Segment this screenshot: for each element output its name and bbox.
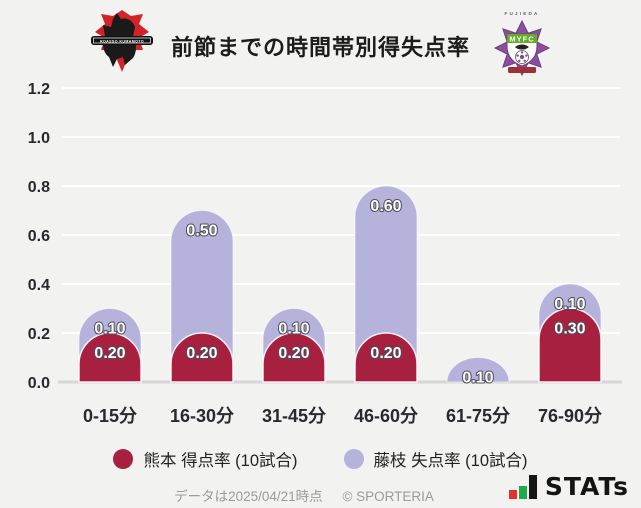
bird-icon bbox=[515, 44, 529, 50]
x-tick-label-3: 46-60分 bbox=[354, 406, 418, 426]
data-footnote: データは2025/04/21時点 © SPORTERIA bbox=[0, 485, 608, 505]
bar-kumamoto-goals-for-5 bbox=[538, 307, 602, 383]
bar-fujieda-goals-against-4 bbox=[446, 357, 510, 383]
legend-item-fujieda: 藤枝 失点率 (10試合) bbox=[343, 447, 528, 471]
bar-value-fujieda-goals-against-2: 0.10 bbox=[278, 321, 309, 338]
legend-label-fujieda: 藤枝 失点率 (10試合) bbox=[373, 452, 528, 470]
time-band-goal-rate-chart: 0.0 0.2 0.4 0.6 0.8 1.0 1.2 0.10 0.20 0-15分 0.50 0.… bbox=[28, 81, 622, 426]
bar-value-kumamoto-goals-for-2: 0.20 bbox=[278, 345, 309, 362]
x-tick-label-5: 76-90分 bbox=[538, 406, 602, 426]
ball-patch bbox=[523, 59, 526, 62]
bar-kumamoto-goals-for-0 bbox=[78, 332, 142, 383]
bar-value-kumamoto-goals-for-1: 0.20 bbox=[186, 345, 217, 362]
bar-kumamoto-goals-for-1 bbox=[170, 332, 234, 383]
y-tick-label-0.2: 0.2 bbox=[28, 326, 50, 343]
bar-fujieda-goals-against-3 bbox=[354, 185, 418, 383]
legend-item-kumamoto: 熊本 得点率 (10試合) bbox=[113, 447, 298, 471]
bar-value-fujieda-goals-against-0: 0.10 bbox=[94, 321, 125, 338]
stats-bars-icon bbox=[508, 475, 537, 499]
y-tick-label-0.0: 0.0 bbox=[28, 375, 50, 392]
bar-value-fujieda-goals-against-3: 0.60 bbox=[370, 198, 401, 215]
chart-legend: 熊本 得点率 (10試合) 藤枝 失点率 (10試合) bbox=[0, 447, 641, 471]
y-tick-label-0.4: 0.4 bbox=[28, 277, 50, 294]
data-as-of-note: データは2025/04/21時点 bbox=[174, 489, 323, 504]
fujieda-myfc-crest: FUJIEDA MYFC bbox=[493, 11, 551, 77]
y-tick-label-1.2: 1.2 bbox=[28, 81, 50, 98]
legend-swatch-fujieda bbox=[343, 449, 364, 469]
crest-green-band bbox=[507, 34, 537, 43]
crest-banner-text: ROASSO KUMAMOTO bbox=[100, 39, 144, 43]
y-tick-label-0.6: 0.6 bbox=[28, 228, 50, 245]
bar-value-kumamoto-goals-for-0: 0.20 bbox=[94, 345, 125, 362]
bar-kumamoto-goals-for-3 bbox=[354, 332, 418, 383]
bar-kumamoto-goals-for-2 bbox=[262, 332, 326, 383]
bar-value-fujieda-goals-against-5: 0.10 bbox=[554, 296, 585, 313]
x-tick-label-1: 16-30分 bbox=[170, 406, 234, 426]
ball-patch bbox=[516, 54, 519, 57]
x-tick-label-2: 31-45分 bbox=[262, 406, 326, 426]
stats-logo-text: STATs bbox=[544, 472, 629, 501]
ball-patch bbox=[525, 54, 528, 57]
y-tick-label-1.0: 1.0 bbox=[28, 130, 50, 147]
ball-patch bbox=[518, 59, 521, 62]
x-tick-label-0: 0-15分 bbox=[83, 406, 137, 426]
page-title: 前節までの時間帯別得失点率 bbox=[170, 35, 470, 60]
x-tick-label-4: 61-75分 bbox=[446, 406, 510, 426]
legend-label-kumamoto: 熊本 得点率 (10試合) bbox=[143, 452, 298, 470]
bar-value-kumamoto-goals-for-5: 0.30 bbox=[554, 321, 585, 338]
ball-patch bbox=[519, 54, 525, 60]
copyright-note: © SPORTERIA bbox=[342, 489, 434, 504]
stats-logo: STATs bbox=[508, 472, 629, 501]
legend-swatch-kumamoto bbox=[113, 449, 134, 469]
bar-value-fujieda-goals-against-4: 0.10 bbox=[462, 370, 493, 387]
crest-band-text: MYFC bbox=[509, 34, 534, 43]
roasso-kumamoto-crest: ROASSO KUMAMOTO bbox=[91, 10, 153, 72]
y-tick-label-0.8: 0.8 bbox=[28, 179, 50, 196]
bar-value-kumamoto-goals-for-3: 0.20 bbox=[370, 345, 401, 362]
crest-banner-border bbox=[93, 37, 151, 44]
crest-top-text: FUJIEDA bbox=[504, 11, 539, 16]
ball-patch bbox=[520, 51, 524, 54]
crest-bottom-banner bbox=[508, 67, 536, 73]
bar-value-fujieda-goals-against-1: 0.50 bbox=[186, 223, 217, 240]
